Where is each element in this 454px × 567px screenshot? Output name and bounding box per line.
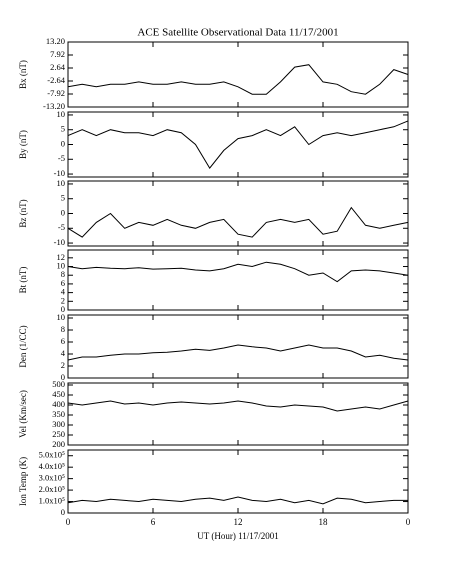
y-tick-label: 500 bbox=[52, 379, 65, 389]
y-tick-label: 8 bbox=[61, 324, 65, 334]
y-tick-label: 2 bbox=[61, 360, 65, 370]
y-tick-label: 4.0x10⁵ bbox=[39, 461, 65, 471]
y-tick-label: 450 bbox=[52, 389, 65, 399]
plot-frame bbox=[67, 314, 409, 379]
y-axis-label: Den (1/CC) bbox=[18, 325, 28, 367]
y-tick-label: 0 bbox=[61, 207, 65, 217]
y-tick-label: 4 bbox=[61, 287, 66, 297]
data-line bbox=[67, 64, 409, 95]
y-tick-label: 10 bbox=[57, 109, 66, 119]
y-tick-label: -7.92 bbox=[47, 88, 65, 98]
y-tick-label: 13.20 bbox=[46, 36, 65, 46]
data-line bbox=[67, 344, 409, 361]
y-tick-label: 2.0x10⁵ bbox=[39, 484, 65, 494]
y-tick-label: 400 bbox=[52, 399, 65, 409]
y-axis-label: Vel (Km/sec) bbox=[18, 390, 28, 438]
y-axis-label: Bt (nT) bbox=[18, 267, 28, 294]
y-tick-label: -5 bbox=[58, 222, 65, 232]
y-axis-label: Bz (nT) bbox=[18, 199, 28, 227]
plot-frame bbox=[67, 41, 409, 108]
y-tick-label: -5 bbox=[58, 153, 65, 163]
x-tick-label: 12 bbox=[234, 517, 243, 527]
plot-frame bbox=[67, 111, 409, 178]
y-tick-label: 5 bbox=[61, 193, 65, 203]
plot-frame bbox=[67, 249, 409, 311]
y-tick-label: -10 bbox=[54, 168, 65, 178]
plot-frame bbox=[67, 382, 409, 446]
y-tick-label: 300 bbox=[52, 419, 65, 429]
y-tick-label: 5 bbox=[61, 124, 65, 134]
y-tick-label: 12 bbox=[57, 252, 66, 262]
data-line bbox=[67, 496, 408, 505]
y-tick-label: 10 bbox=[57, 178, 66, 188]
y-tick-label: 8 bbox=[61, 269, 65, 279]
y-tick-label: 7.92 bbox=[50, 49, 65, 59]
y-tick-label: 1.0x10⁵ bbox=[39, 495, 65, 505]
y-tick-label: 6 bbox=[61, 278, 65, 288]
data-line bbox=[67, 261, 409, 283]
y-tick-label: 350 bbox=[52, 409, 65, 419]
y-tick-label: 0 bbox=[61, 507, 65, 517]
y-axis-label: Bx (nT) bbox=[18, 60, 28, 89]
chart-title: ACE Satellite Observational Data 11/17/2… bbox=[137, 27, 338, 39]
x-tick-label: 0 bbox=[406, 517, 411, 527]
x-tick-label: 18 bbox=[319, 517, 329, 527]
y-tick-label: 2.64 bbox=[50, 62, 66, 72]
plot-frame bbox=[67, 180, 409, 247]
y-tick-label: 200 bbox=[52, 439, 65, 449]
y-tick-label: 5.0x10⁵ bbox=[39, 450, 65, 460]
y-tick-label: 0 bbox=[61, 304, 65, 314]
y-tick-label: 0 bbox=[61, 138, 65, 148]
data-line bbox=[67, 400, 409, 412]
y-tick-label: 2 bbox=[61, 295, 65, 305]
plot-frame bbox=[67, 449, 409, 514]
y-tick-label: 0 bbox=[61, 372, 65, 382]
y-tick-label: -2.64 bbox=[47, 75, 65, 85]
y-tick-label: 250 bbox=[52, 429, 65, 439]
y-tick-label: -13.20 bbox=[43, 101, 65, 111]
y-tick-label: -10 bbox=[54, 237, 65, 247]
x-axis-label: UT (Hour) 11/17/2001 bbox=[197, 531, 279, 541]
y-tick-label: 10 bbox=[57, 312, 66, 322]
x-tick-label: 0 bbox=[66, 517, 71, 527]
data-line bbox=[67, 206, 409, 238]
y-tick-label: 6 bbox=[61, 336, 65, 346]
data-line bbox=[67, 120, 409, 169]
x-tick-label: 6 bbox=[151, 517, 156, 527]
y-tick-label: 4 bbox=[61, 348, 66, 358]
y-axis-label: By (nT) bbox=[18, 130, 28, 159]
y-axis-label: Ion Temp (K) bbox=[18, 457, 28, 506]
y-tick-label: 3.0x10⁵ bbox=[39, 473, 65, 483]
y-tick-label: 10 bbox=[57, 260, 66, 270]
